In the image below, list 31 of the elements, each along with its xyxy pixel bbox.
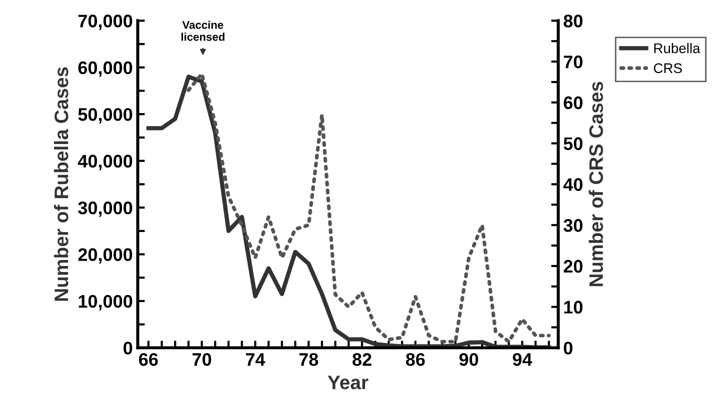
x-tick-label: 78 bbox=[299, 353, 318, 366]
y-tick-label: 10,000 bbox=[78, 294, 132, 310]
y2-tick-label: 70 bbox=[564, 56, 582, 68]
x-tick-label: 86 bbox=[406, 353, 425, 366]
legend-label: CRS bbox=[654, 63, 682, 74]
y-tick-label: 60,000 bbox=[78, 61, 132, 77]
x-axis-title: Year bbox=[328, 376, 368, 390]
x-tick-label: 94 bbox=[512, 353, 532, 366]
y-axis-title: Number of Rubella Cases bbox=[54, 67, 68, 301]
y2-tick-label: 10 bbox=[564, 300, 582, 314]
x-tick-label: 74 bbox=[246, 353, 266, 366]
y-tick-label: 20,000 bbox=[78, 248, 132, 264]
y2-tick-label: 0 bbox=[564, 342, 572, 354]
x-tick-label: 82 bbox=[352, 353, 372, 366]
y-tick-label: 0 bbox=[124, 342, 132, 354]
x-tick-label: 66 bbox=[139, 353, 158, 366]
legend-label: Rubella bbox=[654, 43, 700, 54]
y-tick-label: 40,000 bbox=[78, 154, 132, 170]
y2-axis-title: Number of CRS Cases bbox=[588, 82, 604, 286]
y-tick-label: 70,000 bbox=[78, 14, 132, 30]
y2-tick-label: 20 bbox=[564, 260, 582, 273]
annotation: Vaccine licensed bbox=[181, 20, 224, 41]
y2-tick-label: 80 bbox=[564, 14, 582, 28]
x-tick-label: 90 bbox=[459, 353, 478, 366]
y-tick-label: 50,000 bbox=[78, 108, 132, 124]
y-tick-label: 30,000 bbox=[78, 202, 132, 217]
y2-tick-label: 60 bbox=[564, 96, 582, 110]
x-tick-label: 70 bbox=[192, 353, 212, 366]
y2-tick-label: 40 bbox=[563, 178, 582, 191]
y2-tick-label: 50 bbox=[564, 137, 582, 150]
y2-tick-label: 30 bbox=[564, 219, 582, 232]
